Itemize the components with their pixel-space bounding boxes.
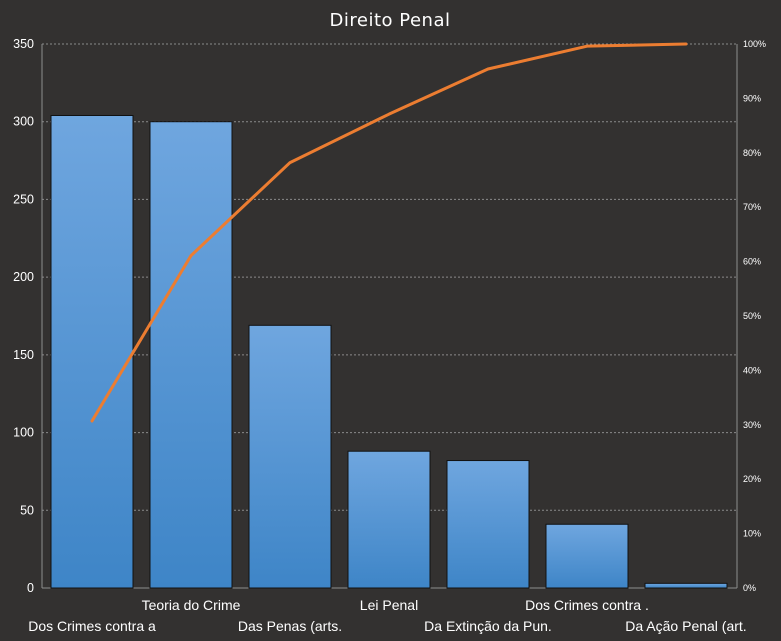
y-tick-label: 150 bbox=[13, 348, 34, 362]
cumulative-line bbox=[90, 42, 688, 423]
category-label: Da Ação Penal (art. bbox=[625, 618, 746, 634]
y-tick-labels: 350 300 250 200 150 100 50 0 bbox=[13, 37, 34, 595]
bar bbox=[446, 460, 530, 589]
chart-title: Direito Penal bbox=[330, 10, 451, 31]
y2-tick-label: 40% bbox=[743, 365, 761, 375]
y2-tick-label: 10% bbox=[743, 529, 761, 539]
bars bbox=[50, 114, 728, 589]
cumulative-line-layer bbox=[90, 42, 688, 423]
y2-tick-label: 30% bbox=[743, 420, 761, 430]
bar bbox=[545, 523, 629, 589]
y2-tick-label: 20% bbox=[743, 474, 761, 484]
bar bbox=[248, 324, 332, 589]
bar bbox=[149, 121, 233, 589]
y-tick-label: 250 bbox=[13, 192, 34, 206]
category-label: Das Penas (arts. bbox=[238, 618, 342, 634]
y-tick-label: 350 bbox=[13, 37, 34, 51]
y2-tick-label: 90% bbox=[743, 93, 761, 103]
category-labels: Dos Crimes contra a Teoria do Crime Das Pe… bbox=[28, 597, 747, 634]
y-tick-label: 100 bbox=[13, 426, 34, 440]
y2-tick-label: 50% bbox=[743, 311, 761, 321]
y2-tick-label: 60% bbox=[743, 257, 761, 267]
bar bbox=[347, 450, 431, 589]
category-label: Lei Penal bbox=[360, 597, 418, 613]
y-tick-label: 200 bbox=[13, 270, 34, 284]
y-tick-label: 0 bbox=[27, 581, 34, 595]
bar bbox=[50, 114, 134, 589]
y2-tick-labels: 100% 90% 80% 70% 60% 50% 40% 30% 20% 10% 0% bbox=[743, 39, 766, 593]
bar bbox=[644, 582, 728, 589]
y2-tick-label: 80% bbox=[743, 148, 761, 158]
y2-tick-label: 0% bbox=[743, 583, 756, 593]
y-tick-label: 300 bbox=[13, 115, 34, 129]
y-tick-label: 50 bbox=[20, 503, 34, 517]
category-label: Da Extinção da Pun. bbox=[424, 618, 552, 634]
y2-tick-label: 100% bbox=[743, 39, 766, 49]
y2-tick-label: 70% bbox=[743, 202, 761, 212]
category-label: Dos Crimes contra . bbox=[525, 597, 649, 613]
category-label: Teoria do Crime bbox=[142, 597, 241, 613]
category-label: Dos Crimes contra a bbox=[28, 618, 156, 634]
